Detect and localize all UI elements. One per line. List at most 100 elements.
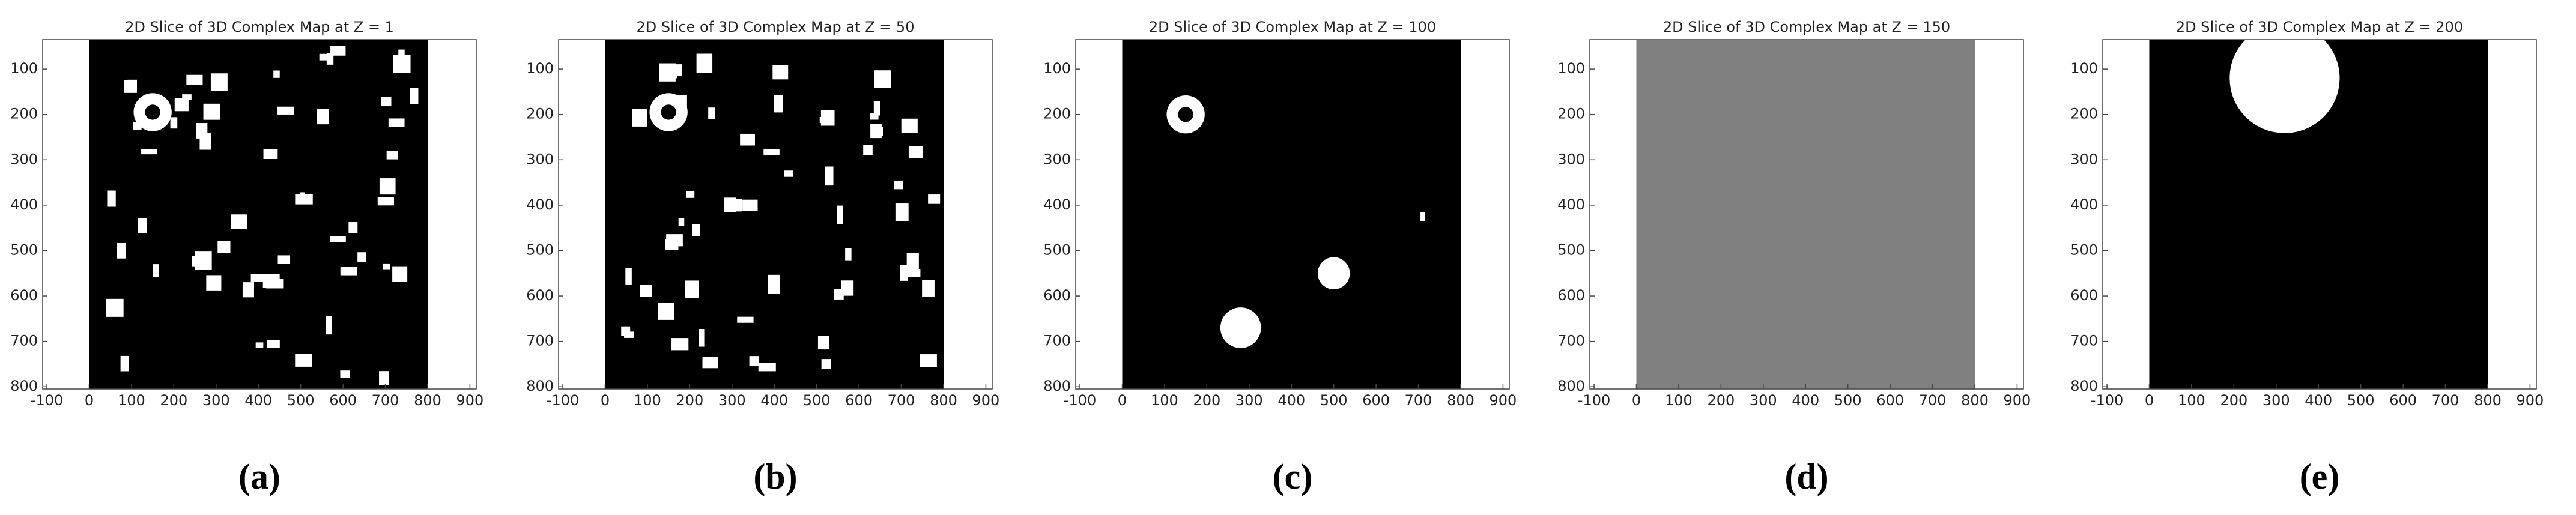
map-image [2149,40,2488,389]
x-tick-label: 0 [2145,392,2154,409]
obstacle [383,263,390,270]
obstacle [217,241,231,253]
x-tick-label: 300 [1750,392,1777,409]
x-tick-label: 700 [2432,392,2459,409]
obstacle [724,199,742,212]
x-tick-label: 300 [2262,392,2290,409]
y-tick-label: 800 [1043,378,1071,394]
obstacle [255,342,264,348]
obstacle [231,214,247,229]
obstacle [145,104,160,120]
obstacle [895,203,909,221]
x-tick-label: 500 [287,392,315,409]
obstacle [182,94,192,100]
x-tick-label: 0 [601,392,610,409]
y-tick-label: 300 [526,151,554,167]
obstacle [920,354,937,367]
axes-frame [558,39,993,390]
obstacle [153,264,159,278]
obstacle [922,280,935,297]
y-tick-label: 300 [1043,151,1071,167]
x-tick-label: 400 [1277,392,1305,409]
obstacle [685,280,699,298]
y-tick-label: 800 [1557,378,1585,394]
x-tick-label: 200 [676,392,703,409]
x-tick-label: -100 [1064,392,1096,409]
x-tick-label: 700 [888,392,915,409]
obstacle [768,274,780,294]
obstacle [772,65,789,80]
x-tick-label: 600 [329,392,357,409]
x-tick-label: 500 [803,392,831,409]
obstacle [749,356,760,366]
y-tick-label: 100 [526,60,554,77]
obstacle [186,74,203,85]
obstacle [377,197,394,206]
y-tick-label: 100 [1557,60,1585,77]
y-tick-label: 500 [526,241,554,258]
y-tick-label: 600 [2070,287,2098,304]
axes-frame [1075,39,1510,390]
x-tick-label: 400 [2305,392,2332,409]
obstacle [742,199,758,211]
obstacle [273,70,280,78]
y-tick-label: 500 [1557,241,1585,258]
obstacle [834,289,844,300]
obstacle [319,53,333,61]
obstacle [632,109,647,127]
panel-title: 2D Slice of 3D Complex Map at Z = 150 [1663,19,1950,35]
obstacle [758,363,776,372]
y-tick-label: 100 [2070,60,2098,77]
obstacle [263,149,278,160]
x-tick-label: 600 [845,392,873,409]
obstacle [625,268,632,285]
obstacle [348,222,358,233]
y-tick-label: 400 [10,196,38,213]
y-tick-label: 200 [1557,106,1585,122]
x-tick-label: 0 [1632,392,1641,409]
y-tick-label: 600 [526,287,554,304]
obstacle [658,303,674,320]
axes-frame [42,39,477,390]
x-tick-label: 500 [2347,392,2375,409]
obstacle [666,234,683,247]
y-tick-label: 400 [2070,196,2098,213]
obstacle [708,107,715,119]
y-tick-label: 600 [10,287,38,304]
panel-caption: (c) [1273,457,1313,496]
x-tick-label: 800 [414,392,441,409]
obstacle [317,109,329,125]
x-tick-label: 100 [2178,392,2205,409]
x-tick-label: 600 [1362,392,1390,409]
obstacle [774,95,783,113]
x-tick-label: 0 [85,392,94,409]
obstacle [1178,107,1193,122]
obstacle [206,275,222,291]
obstacle [740,133,755,146]
panel-caption: (e) [2300,457,2340,496]
x-tick-label: 300 [202,392,230,409]
obstacle [386,151,398,160]
obstacle [696,53,713,73]
obstacle [906,253,919,271]
x-tick-label: 900 [1490,392,1517,409]
obstacle [825,166,834,186]
obstacle [671,338,689,351]
obstacle [242,282,254,298]
panel-title: 2D Slice of 3D Complex Map at Z = 1 [125,19,394,35]
obstacle [640,285,652,297]
panel-title: 2D Slice of 3D Complex Map at Z = 100 [1149,19,1436,35]
y-tick-label: 500 [1043,241,1071,258]
obstacle [763,149,780,155]
y-tick-label: 300 [1557,151,1585,167]
obstacle [199,133,211,150]
obstacle [817,336,829,350]
obstacle [820,110,835,126]
obstacle [341,236,346,243]
obstacle [873,101,880,116]
map-background [89,40,428,389]
obstacle [692,224,700,236]
x-tick-label: -100 [547,392,579,409]
x-tick-label: -100 [31,392,63,409]
